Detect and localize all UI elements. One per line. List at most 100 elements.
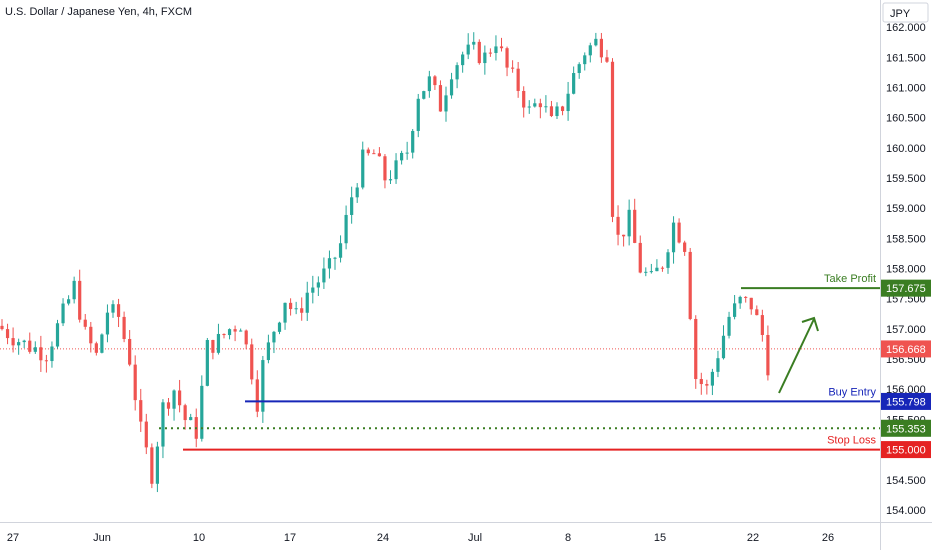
candle-body bbox=[555, 106, 559, 117]
candle-body bbox=[649, 271, 653, 273]
candle-body bbox=[361, 149, 365, 188]
candle-body bbox=[272, 331, 276, 343]
candle-body bbox=[383, 156, 387, 181]
candle-body bbox=[694, 318, 698, 380]
plot-area[interactable] bbox=[0, 0, 880, 522]
y-tick-label: 162.000 bbox=[886, 22, 926, 34]
candle-body bbox=[616, 216, 620, 235]
candle-body bbox=[322, 268, 326, 283]
candle-body bbox=[116, 304, 121, 317]
candle-body bbox=[449, 79, 454, 96]
y-tick-label: 159.000 bbox=[886, 203, 926, 215]
candle-body bbox=[289, 302, 293, 310]
y-tick-label: 160.000 bbox=[886, 143, 926, 155]
projection-arrow[interactable] bbox=[778, 316, 819, 394]
candle-body bbox=[11, 338, 15, 346]
candle-body bbox=[755, 309, 759, 316]
candle-body bbox=[533, 103, 537, 107]
candle-body bbox=[738, 296, 742, 304]
candle-body bbox=[466, 44, 470, 55]
y-tick-label: 158.500 bbox=[886, 233, 926, 245]
candle-body bbox=[200, 385, 204, 439]
stop-loss-price-badge: 155.000 bbox=[881, 441, 931, 459]
candle-body bbox=[294, 308, 298, 310]
candle-body bbox=[766, 334, 770, 376]
candle-body bbox=[505, 48, 509, 68]
candle-body bbox=[55, 323, 60, 347]
take-profit-label: Take Profit bbox=[824, 273, 876, 285]
candle-body bbox=[438, 85, 443, 112]
candle-body bbox=[538, 103, 542, 108]
y-tick-label: 161.500 bbox=[886, 52, 926, 64]
candle-body bbox=[72, 280, 76, 300]
candle-body bbox=[33, 347, 37, 352]
buy-entry-price: 155.798 bbox=[886, 396, 926, 408]
y-tick-label: 160.500 bbox=[886, 113, 926, 125]
candle-body bbox=[39, 347, 43, 361]
candle-body bbox=[716, 358, 720, 372]
candle-body bbox=[222, 333, 226, 336]
currency-button[interactable]: JPY bbox=[882, 2, 929, 23]
candle-body bbox=[261, 360, 265, 412]
x-tick-label: 22 bbox=[747, 532, 759, 544]
candle-body bbox=[133, 364, 137, 401]
candle-body bbox=[588, 45, 592, 56]
candle-body bbox=[111, 304, 115, 313]
current-price-badge: 156.668 bbox=[881, 340, 931, 358]
candle-body bbox=[605, 57, 609, 62]
candle-body bbox=[355, 187, 359, 198]
candle-body bbox=[17, 342, 21, 346]
candle-body bbox=[316, 282, 320, 288]
x-tick-label: 8 bbox=[565, 532, 571, 544]
candle-body bbox=[760, 315, 764, 335]
current-price: 156.668 bbox=[886, 344, 926, 356]
candle-body bbox=[388, 179, 393, 181]
candle-body bbox=[599, 38, 603, 58]
candle-body bbox=[5, 329, 10, 339]
candle-body bbox=[594, 38, 598, 46]
candle-body bbox=[416, 98, 420, 131]
stop-loss-label: Stop Loss bbox=[827, 435, 876, 447]
candle-body bbox=[244, 330, 248, 345]
candle-body bbox=[527, 106, 531, 108]
candle-body bbox=[150, 447, 154, 484]
candle-body bbox=[178, 390, 182, 406]
candle-body bbox=[677, 222, 681, 243]
candle-body bbox=[644, 271, 648, 273]
candle-body bbox=[283, 302, 287, 323]
price-axis[interactable] bbox=[880, 0, 932, 550]
candle-body bbox=[572, 73, 576, 94]
candle-body bbox=[250, 344, 254, 380]
candle-body bbox=[61, 303, 65, 324]
candle-body bbox=[311, 287, 315, 293]
candle-body bbox=[411, 130, 415, 153]
candle-body bbox=[277, 322, 282, 332]
candle-body bbox=[733, 303, 737, 317]
candle-body bbox=[638, 242, 642, 273]
candle-body bbox=[205, 340, 209, 386]
candle-body bbox=[705, 384, 709, 386]
candle-body bbox=[660, 267, 665, 269]
candle-body bbox=[233, 329, 237, 332]
candle-body bbox=[488, 52, 492, 54]
candle-body bbox=[44, 360, 48, 362]
candle-body bbox=[377, 153, 381, 157]
y-tick-label: 157.500 bbox=[886, 294, 926, 306]
x-tick-label: 15 bbox=[654, 532, 666, 544]
candle-body bbox=[128, 338, 132, 365]
y-tick-label: 161.000 bbox=[886, 83, 926, 95]
y-tick-label: 159.500 bbox=[886, 173, 926, 185]
candle-body bbox=[433, 76, 437, 86]
candle-body bbox=[22, 340, 26, 343]
candle-body bbox=[105, 312, 110, 335]
candle-body bbox=[350, 197, 354, 215]
candle-body bbox=[189, 417, 193, 421]
candle-body bbox=[122, 316, 126, 339]
take-profit-price-badge: 157.675 bbox=[881, 279, 931, 297]
candle-body bbox=[255, 379, 259, 412]
candle-body bbox=[78, 280, 82, 320]
candle-body bbox=[577, 64, 581, 74]
support-price: 155.353 bbox=[886, 423, 926, 435]
y-tick-label: 154.500 bbox=[886, 475, 926, 487]
